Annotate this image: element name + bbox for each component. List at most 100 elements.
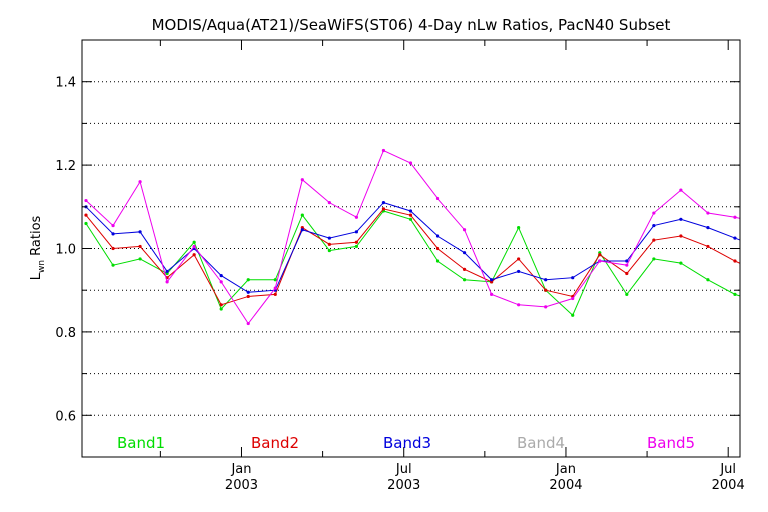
- x-tick-month-0: Jan: [230, 462, 251, 477]
- data-point-band3-13: [435, 234, 440, 238]
- data-point-band2-0: [84, 213, 88, 217]
- data-point-band2-14: [462, 267, 467, 271]
- x-tick-month-1: Jul: [395, 462, 412, 477]
- data-point-band5-23: [706, 211, 710, 215]
- data-point-band3-9: [327, 236, 331, 240]
- data-point-band1-22: [679, 261, 683, 265]
- data-point-band3-14: [462, 251, 467, 255]
- data-point-band5-12: [408, 161, 413, 165]
- x-tick-year-0: 2003: [225, 478, 258, 493]
- data-point-band1-5: [219, 307, 223, 311]
- data-point-band5-14: [462, 228, 467, 232]
- x-tick-month-2: Jan: [555, 462, 576, 477]
- data-point-band2-19: [598, 253, 602, 257]
- data-point-band5-4: [192, 244, 196, 249]
- data-point-band3-1: [111, 232, 115, 236]
- data-point-band2-1: [111, 246, 115, 251]
- data-point-band5-15: [490, 292, 494, 296]
- data-point-band5-24: [733, 215, 737, 219]
- series-line-band5: [85, 149, 740, 325]
- data-point-band5-20: [625, 263, 629, 267]
- data-point-band1-0: [84, 221, 88, 226]
- data-point-band2-17: [544, 288, 548, 292]
- data-point-band1-2: [138, 257, 142, 261]
- data-point-band1-25: [760, 301, 763, 304]
- data-point-band1-16: [517, 226, 521, 230]
- data-point-band5-17: [544, 305, 548, 309]
- data-point-band2-16: [517, 257, 521, 261]
- data-point-band5-19: [598, 259, 602, 263]
- data-point-band5-22: [679, 188, 683, 192]
- legend-item-band5: Band5: [647, 434, 695, 452]
- data-point-band3-8: [300, 228, 304, 232]
- data-point-band1-4: [192, 240, 196, 244]
- data-point-band5-13: [435, 196, 440, 201]
- y-axis-label-main: L: [29, 272, 44, 280]
- data-point-band3-17: [544, 278, 548, 282]
- data-point-band5-8: [300, 178, 304, 182]
- data-point-band5-2: [138, 180, 142, 184]
- x-tick-year-2: 2004: [549, 478, 582, 493]
- data-point-band2-25: [760, 272, 763, 275]
- series-line-band1: [85, 210, 740, 317]
- data-point-band2-6: [246, 294, 250, 299]
- data-point-band5-6: [246, 321, 250, 326]
- legend-item-band2: Band2: [251, 434, 299, 452]
- data-point-band3-15: [490, 278, 494, 282]
- legend-item-band4: Band4: [517, 434, 565, 452]
- data-point-band2-10: [354, 240, 358, 244]
- legend-item-band1: Band1: [117, 434, 165, 452]
- data-point-band5-25: [760, 222, 763, 225]
- data-point-band2-24: [733, 259, 737, 263]
- data-point-band1-14: [462, 278, 467, 282]
- series-lines: [84, 148, 763, 326]
- data-point-band1-21: [652, 257, 656, 261]
- data-point-band3-12: [408, 209, 413, 213]
- data-point-band5-3: [165, 280, 169, 284]
- data-point-band1-7: [273, 278, 277, 282]
- y-axis: 0.6 0.8 1.0 1.2 1.4: [55, 76, 740, 424]
- data-point-band5-7: [273, 286, 277, 290]
- data-point-band2-21: [652, 238, 656, 242]
- x-tick-year-1: 2003: [387, 478, 420, 493]
- y-tick-label-0: 0.6: [55, 409, 76, 424]
- data-point-band3-6: [246, 290, 250, 294]
- data-point-band3-24: [733, 236, 737, 240]
- data-point-band1-6: [246, 278, 250, 282]
- x-tick-year-3: 2004: [712, 478, 745, 493]
- series-line-band2: [85, 208, 740, 306]
- y-tick-label-4: 1.4: [55, 76, 76, 91]
- data-point-band1-10: [354, 244, 358, 249]
- data-point-band5-21: [652, 211, 656, 215]
- data-point-band3-16: [517, 269, 521, 274]
- data-point-band2-20: [625, 271, 629, 276]
- y-tick-label-2: 1.0: [55, 243, 76, 258]
- data-point-band2-23: [706, 244, 710, 249]
- data-point-band2-4: [192, 253, 196, 257]
- data-point-band5-1: [111, 223, 115, 228]
- legend-item-band3: Band3: [383, 434, 431, 452]
- y-axis-label-sub: wn: [37, 260, 47, 273]
- x-tick-month-3: Jul: [719, 462, 736, 477]
- data-point-band5-11: [381, 148, 386, 153]
- data-point-band1-13: [435, 259, 440, 263]
- data-point-band1-20: [625, 292, 629, 296]
- data-point-band2-22: [679, 234, 683, 238]
- data-point-band5-9: [327, 201, 331, 205]
- data-point-band2-13: [435, 246, 440, 251]
- data-point-band5-5: [219, 280, 223, 284]
- data-point-band5-18: [571, 296, 575, 301]
- y-tick-label-3: 1.2: [55, 159, 76, 174]
- grid-lines: [82, 81, 740, 416]
- data-point-band3-25: [760, 247, 763, 250]
- chart-title: MODIS/Aqua(AT21)/SeaWiFS(ST06) 4-Day nLw…: [152, 16, 671, 34]
- data-point-band1-12: [408, 217, 413, 221]
- data-point-band3-22: [679, 217, 683, 221]
- data-point-band3-23: [706, 226, 710, 230]
- data-point-band2-5: [219, 303, 223, 307]
- data-point-band3-21: [652, 223, 656, 228]
- data-point-band1-8: [300, 213, 304, 217]
- y-axis-label-rest: Ratios: [29, 215, 44, 260]
- data-point-band1-24: [733, 292, 737, 296]
